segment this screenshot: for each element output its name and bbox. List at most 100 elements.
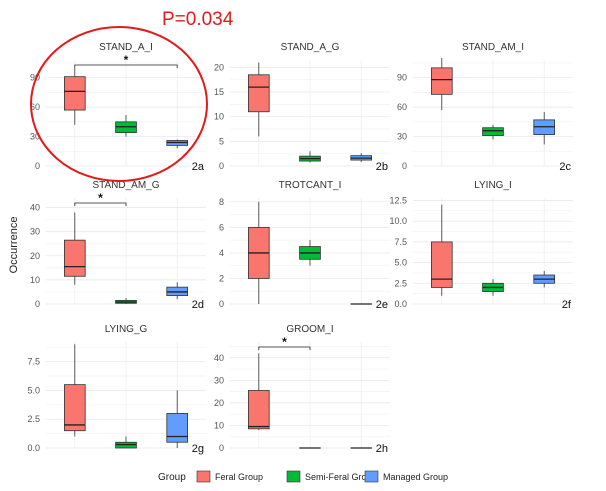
- y-tick-label: 30: [30, 132, 40, 142]
- panel-title: STAND_A_I: [99, 42, 153, 53]
- panel-2g: 0.0 2.5 5.0 7.5 LYING_G 2g: [27, 324, 206, 455]
- significance-bracket: [74, 202, 127, 206]
- legend-title: Group: [158, 472, 186, 483]
- legend-swatch: [286, 470, 301, 483]
- box-iqr: [64, 239, 86, 277]
- y-tick-label: 0: [35, 161, 40, 171]
- y-tick-label: 12.5: [389, 195, 407, 205]
- y-tick-label: 15: [214, 87, 224, 97]
- panel-title: LYING_G: [105, 324, 148, 335]
- box-iqr: [166, 413, 189, 443]
- y-tick-label: 60: [397, 102, 407, 112]
- legend-label: Feral Group: [215, 472, 263, 482]
- y-tick-label: 0: [35, 299, 40, 309]
- panel-label: 2b: [376, 161, 388, 173]
- y-tick-label: 0.0: [27, 443, 40, 453]
- legend-label: Semi-Feral Group: [305, 472, 377, 482]
- significance-star: *: [98, 191, 103, 205]
- box-managed-group: [166, 139, 189, 149]
- y-tick-label: 40: [214, 353, 224, 363]
- box-feral-group: [64, 67, 86, 125]
- y-tick-label: 0: [219, 443, 224, 453]
- panel-title: STAND_A_G: [281, 42, 340, 53]
- box-managed-group: [533, 112, 555, 145]
- y-tick-label: 20: [30, 251, 40, 261]
- panel-title: GROOM_I: [286, 324, 333, 335]
- y-tick-label: 0: [219, 299, 224, 309]
- panel-label: 2h: [376, 443, 388, 455]
- legend-item: Semi-Feral Group: [286, 470, 377, 483]
- box-iqr: [247, 74, 270, 113]
- box-iqr: [482, 127, 504, 136]
- highlight-ellipse: [30, 26, 208, 182]
- y-tick-label: 2.5: [394, 278, 407, 288]
- legend-swatch: [364, 470, 379, 483]
- box-semi-feral-group: [482, 279, 504, 296]
- significance-star: *: [124, 53, 129, 67]
- y-tick-label: 0: [402, 161, 407, 171]
- significance-star: *: [282, 335, 287, 349]
- y-tick-label: 0.0: [394, 299, 407, 309]
- y-tick-label: 10: [214, 112, 224, 122]
- y-tick-label: 5.0: [394, 258, 407, 268]
- y-tick-label: 8: [219, 197, 224, 207]
- panel-2b: 0 5 10 15 20 STAND_A_G 2b: [214, 42, 390, 173]
- y-tick-label: 4: [219, 248, 224, 258]
- panel-title: TROTCANT_I: [279, 180, 342, 191]
- box-semi-feral-group: [299, 151, 321, 163]
- y-tick-label: 7.5: [394, 237, 407, 247]
- panel-title: LYING_I: [474, 180, 512, 191]
- box-iqr: [247, 390, 270, 430]
- p-value-annotation: P=0.034: [162, 9, 234, 30]
- box-feral-group: [430, 204, 453, 296]
- box-feral-group: [247, 353, 270, 430]
- y-tick-label: 20: [214, 398, 224, 408]
- box-managed-group: [533, 270, 555, 288]
- legend-label: Managed Group: [383, 472, 448, 482]
- y-tick-label: 10: [214, 420, 224, 430]
- panel-title: STAND_AM_G: [92, 180, 159, 191]
- panel-2e: 0 2 4 6 8 TROTCANT_I 2e: [219, 180, 390, 311]
- y-tick-label: 5.0: [27, 385, 40, 395]
- box-semi-feral-group: [115, 436, 137, 449]
- box-iqr: [64, 384, 86, 432]
- significance-bracket: [74, 64, 178, 68]
- legend: Group Feral Group Semi-Feral Group Managed…: [158, 470, 448, 483]
- box-feral-group: [247, 201, 270, 304]
- y-tick-label: 5: [219, 136, 224, 146]
- box-feral-group: [430, 58, 453, 111]
- y-tick-label: 90: [30, 73, 40, 83]
- box-feral-group: [64, 344, 86, 437]
- legend-item: Managed Group: [364, 470, 448, 483]
- y-tick-label: 60: [30, 102, 40, 112]
- box-semi-feral-group: [115, 297, 137, 304]
- panel-label: 2d: [192, 299, 204, 311]
- box-managed-group: [350, 153, 372, 163]
- y-tick-label: 6: [219, 222, 224, 232]
- y-axis-label: Occurrence: [8, 217, 20, 274]
- panel-title: STAND_AM_I: [462, 42, 524, 53]
- panel-2c: 0 30 60 90 STAND_AM_I 2c: [397, 42, 573, 173]
- box-semi-feral-group: [482, 124, 504, 140]
- y-tick-label: 10: [30, 275, 40, 285]
- y-tick-label: 30: [214, 375, 224, 385]
- box-iqr: [430, 241, 453, 288]
- panel-2h: 0 10 20 30 40 GROOM_I* 2h: [214, 324, 390, 455]
- panel-2f: 0.0 2.5 5.0 7.5 10.0 12.5 LYING_I 2f: [389, 180, 573, 311]
- panel-label: 2c: [559, 161, 571, 173]
- panel-label: 2g: [192, 443, 204, 455]
- y-tick-label: 7.5: [27, 357, 40, 367]
- legend-item: Feral Group: [196, 470, 263, 483]
- y-tick-label: 30: [397, 132, 407, 142]
- panel-label: 2e: [376, 299, 388, 311]
- y-tick-label: 2: [219, 273, 224, 283]
- box-managed-group: [166, 390, 189, 448]
- y-tick-label: 90: [397, 73, 407, 83]
- box-feral-group: [247, 62, 270, 137]
- box-iqr: [430, 67, 453, 95]
- box-feral-group: [64, 212, 86, 285]
- panel-label: 2f: [562, 299, 572, 311]
- panel-2a: 0 30 60 90 STAND_A_I* 2a: [30, 42, 206, 173]
